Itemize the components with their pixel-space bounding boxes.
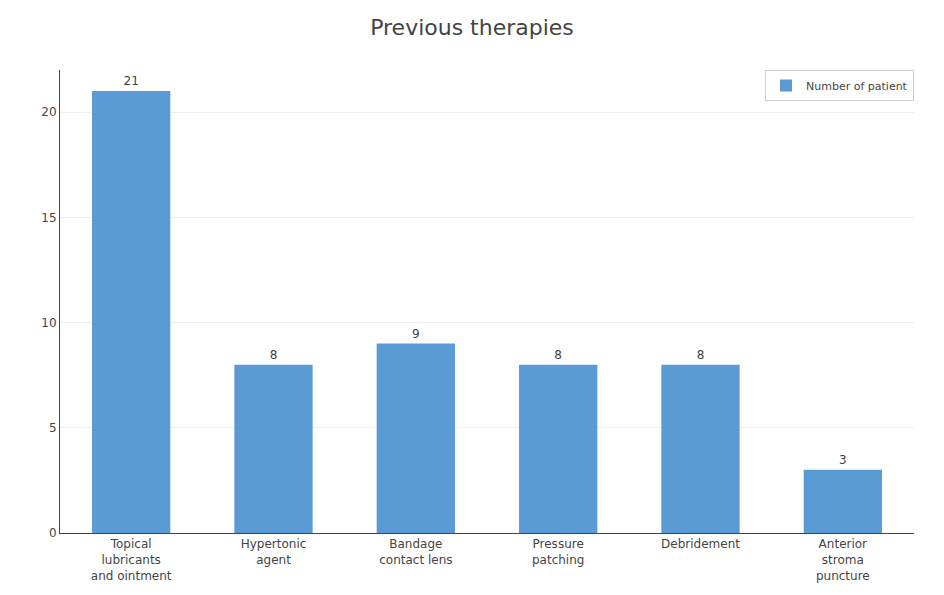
svg-text:3: 3 xyxy=(839,453,847,467)
svg-text:Topicallubricantsand ointment: Topicallubricantsand ointment xyxy=(91,537,172,582)
svg-text:Previous therapies: Previous therapies xyxy=(370,15,574,40)
svg-text:5: 5 xyxy=(49,421,57,435)
svg-text:Pressurepatching: Pressurepatching xyxy=(532,537,584,567)
svg-text:8: 8 xyxy=(697,348,705,362)
svg-text:0: 0 xyxy=(49,526,57,540)
svg-text:Number of patient: Number of patient xyxy=(806,80,908,93)
svg-text:Debridement: Debridement xyxy=(661,537,740,551)
svg-text:9: 9 xyxy=(412,327,420,341)
svg-text:21: 21 xyxy=(124,74,139,88)
svg-text:10: 10 xyxy=(41,316,56,330)
svg-text:15: 15 xyxy=(41,211,56,225)
svg-text:Bandagecontact lens: Bandagecontact lens xyxy=(379,537,452,567)
svg-text:8: 8 xyxy=(270,348,278,362)
svg-text:8: 8 xyxy=(554,348,562,362)
svg-text:Hypertonicagent: Hypertonicagent xyxy=(241,537,307,567)
svg-text:20: 20 xyxy=(41,105,56,119)
svg-text:Anteriorstromapuncture: Anteriorstromapuncture xyxy=(816,537,870,582)
